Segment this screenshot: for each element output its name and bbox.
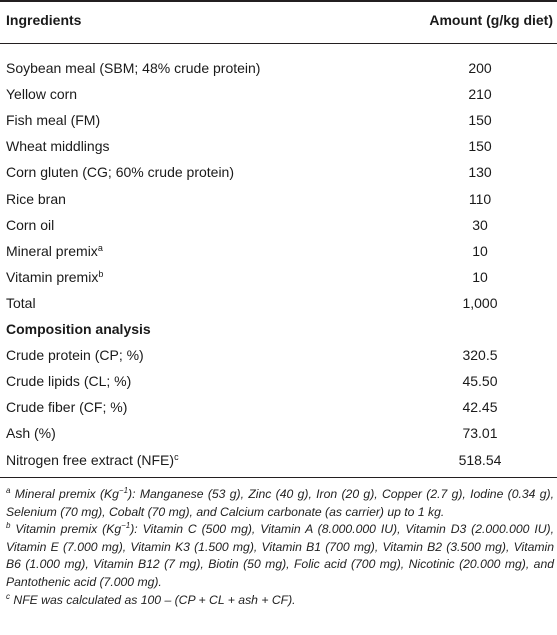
table-row: Fish meal (FM) 150 [0,107,557,133]
table-row: Rice bran 110 [0,186,557,212]
row-label: Mineral premixa [6,242,103,259]
table-row: Total 1,000 [0,290,557,316]
row-label: Vitamin premixb [6,268,104,285]
row-label: Crude lipids (CL; %) [6,373,132,390]
row-label: Corn oil [6,216,55,233]
footnote-b: b Vitamin premix (Kg−1): Vitamin C (500 … [6,521,554,589]
row-amount: 42.45 [462,399,498,416]
row-label: Corn gluten (CG; 60% crude protein) [6,164,234,181]
table-row: Corn gluten (CG; 60% crude protein) 130 [0,159,557,185]
row-amount: 150 [468,138,492,155]
footnote-mark: b [98,268,104,279]
table-row: Wheat middlings 150 [0,133,557,159]
row-amount: 30 [472,216,488,233]
row-label: Yellow corn [6,86,78,103]
row-label: Crude fiber (CF; %) [6,399,128,416]
table-row: Mineral premixa 10 [0,238,557,264]
row-label: Rice bran [6,190,66,207]
footnote-mark: a [97,242,103,253]
row-amount: 130 [468,164,492,181]
bottom-rule [0,477,557,478]
footnote-a: a Mineral premix (Kg−1): Manganese (53 g… [6,486,554,519]
footnote-c: c NFE was calculated as 100 – (CP + CL +… [6,591,296,607]
footnote-mark: c [174,451,179,462]
row-label: Crude protein (CP; %) [6,347,144,364]
row-label: Wheat middlings [6,138,110,155]
row-label: Nitrogen free extract (NFE)c [6,451,179,468]
top-rule [0,0,557,2]
table-row: Nitrogen free extract (NFE)c 518.54 [0,447,557,473]
section-title-composition: Composition analysis [0,316,557,342]
footnotes: a Mineral premix (Kg−1): Manganese (53 g… [6,486,554,609]
table-row: Soybean meal (SBM; 48% crude protein) 200 [0,55,557,81]
header-ingredients: Ingredients [6,12,82,28]
row-amount: 150 [468,112,492,129]
table-row: Vitamin premixb 10 [0,264,557,290]
table-row: Crude protein (CP; %) 320.5 [0,342,557,368]
row-amount: 518.54 [458,451,502,468]
row-amount: 1,000 [462,294,498,311]
row-label: Ash (%) [6,425,56,442]
row-amount: 45.50 [462,373,498,390]
table-header-row: Ingredients Amount (g/kg diet) [0,7,557,33]
row-amount: 73.01 [462,425,498,442]
table-row: Corn oil 30 [0,212,557,238]
row-label: Soybean meal (SBM; 48% crude protein) [6,60,261,76]
row-amount: 200 [468,60,492,76]
row-label: Fish meal (FM) [6,112,101,129]
table-row: Ash (%) 73.01 [0,420,557,446]
row-amount: 320.5 [462,347,498,364]
table-row: Crude fiber (CF; %) 42.45 [0,394,557,420]
row-label: Total [6,294,36,311]
header-rule [0,43,557,44]
row-amount: 210 [468,86,492,103]
table-row: Crude lipids (CL; %) 45.50 [0,368,557,394]
row-amount: 10 [472,242,488,259]
section-title-label: Composition analysis [6,321,151,337]
table-row: Yellow corn 210 [0,81,557,107]
row-amount: 10 [472,268,488,285]
header-amount: Amount (g/kg diet) [429,12,553,28]
row-amount: 110 [468,190,492,207]
